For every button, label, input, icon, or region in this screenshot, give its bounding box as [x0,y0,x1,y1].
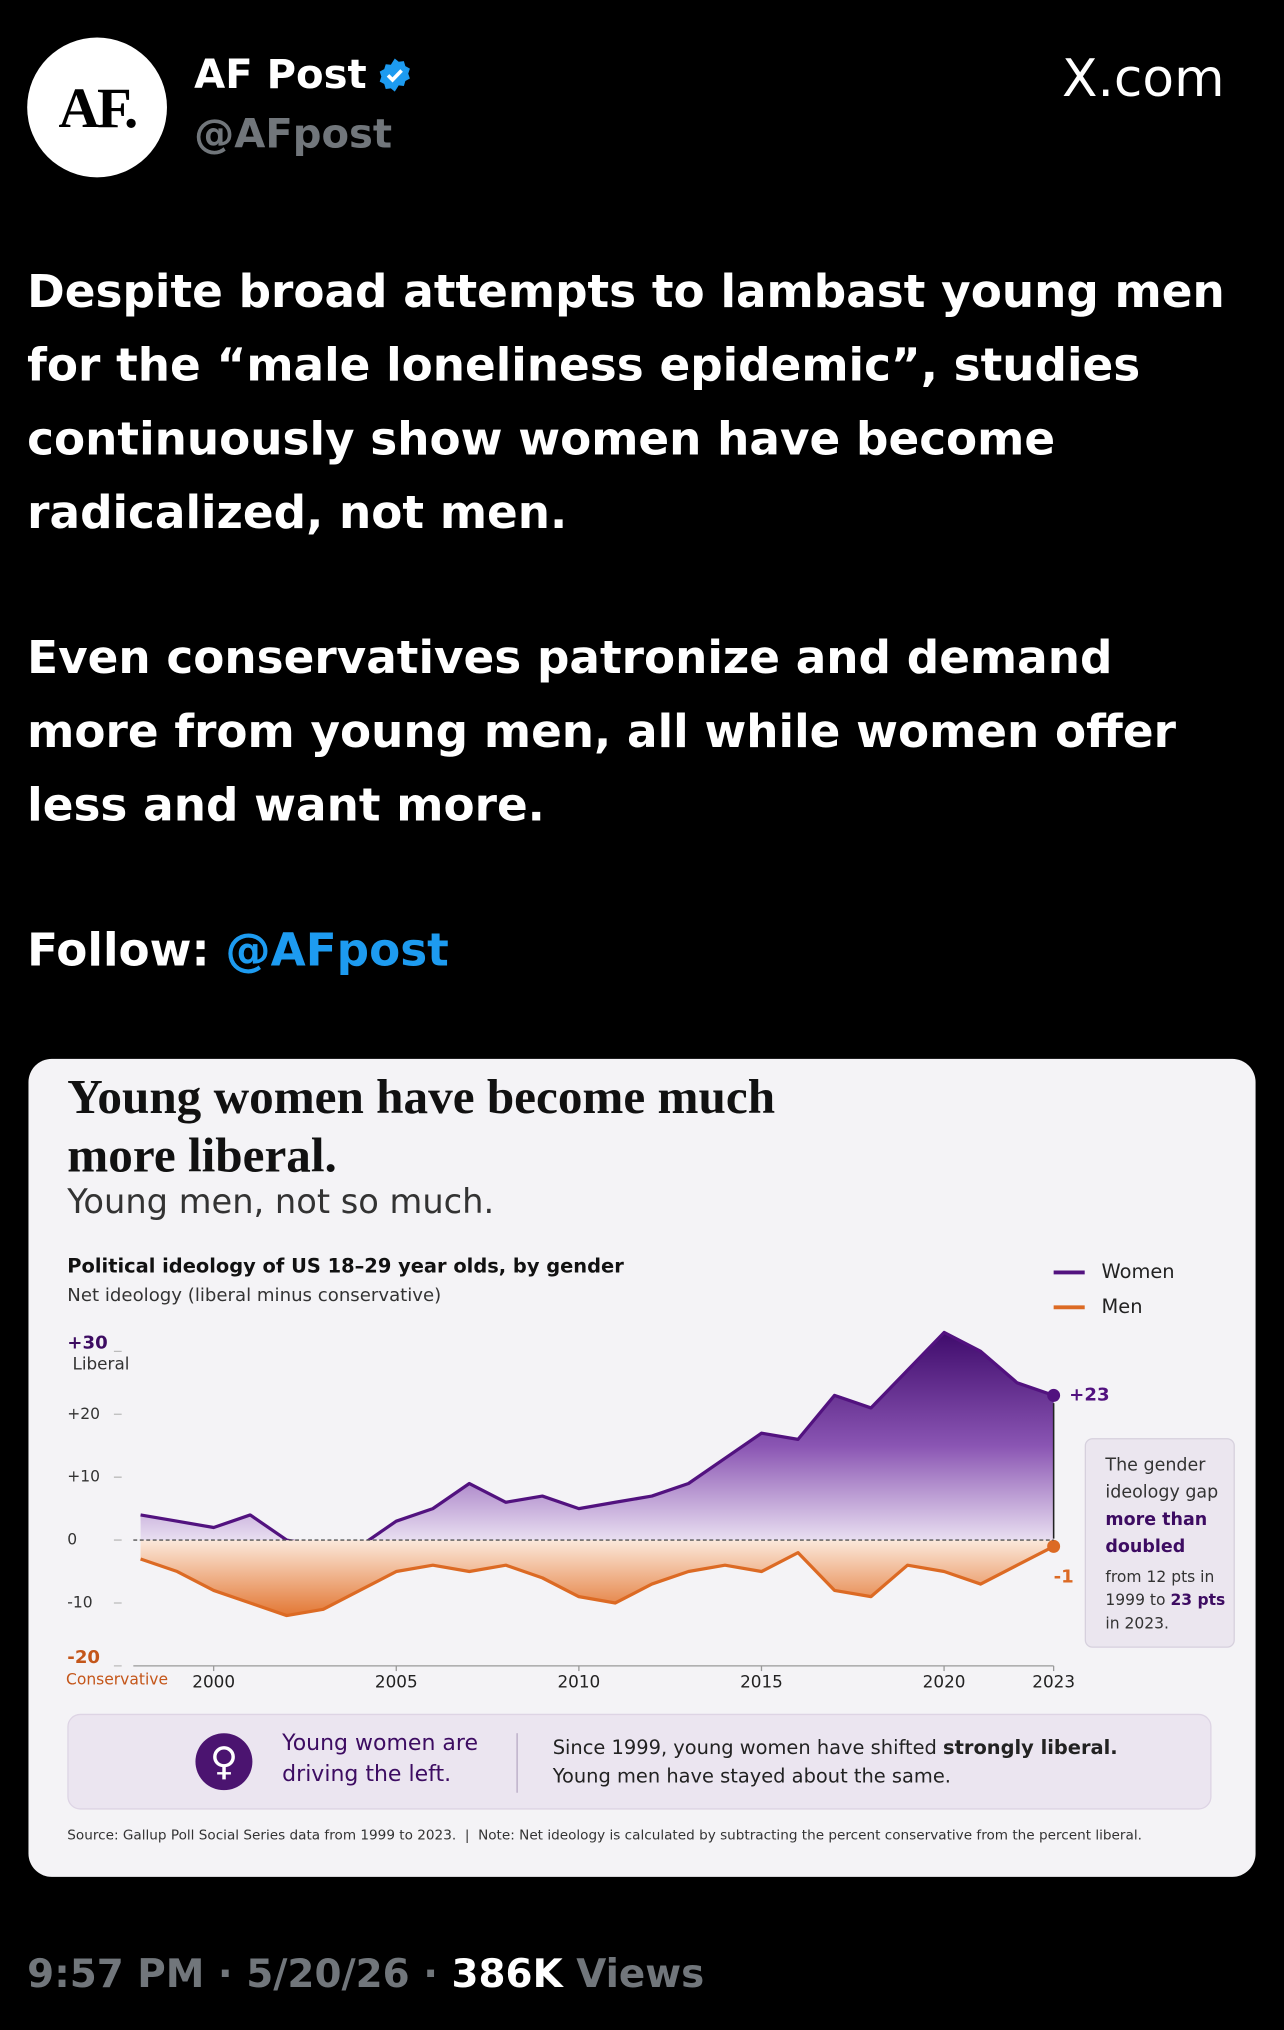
end-point [1047,1539,1061,1553]
axis-description: Net ideology (liberal minus conservative… [67,1285,442,1307]
time[interactable]: 9:57 PM [27,1951,205,1998]
handle[interactable]: @AFpost [194,111,393,158]
x-tick-label: 2023 [1032,1672,1075,1692]
legend-label: Women [1102,1260,1175,1283]
series-area [140,1540,1054,1616]
views-label: Views [576,1951,705,1998]
banner-text-rest: Young men have stayed about the same. [552,1764,951,1788]
end-point [1047,1388,1061,1402]
name-text[interactable]: AF Post [194,51,367,99]
chart-subtitle: Young men, not so much. [67,1183,495,1222]
separator: · [423,1951,438,1998]
female-icon: ♀ [195,1733,253,1791]
x-tick-label: 2000 [192,1672,235,1692]
x-tick-label: 2020 [923,1672,966,1692]
series-line [140,1544,1055,1618]
y-tick-label: +20 [67,1405,100,1423]
banner-text-bold: strongly liberal. [943,1735,1118,1760]
source: Source: Gallup Poll Social Series data f… [67,1827,457,1844]
chart: +30 +20 +10 0 -10 -20 Liberal Conservative 2000 2… [66,1260,1175,1692]
banner-text: Since 1999, young women have shifted str… [553,1733,1123,1790]
x-tick-label: 2010 [557,1672,600,1692]
series-area [140,1332,1054,1547]
x-tick-label: 2015 [740,1672,783,1692]
callout-bold: 23 pts [1170,1590,1226,1609]
banner-headline: Young women are driving the left. [282,1730,478,1788]
banner-text-plain: Since 1999, young women have shifted [552,1735,937,1760]
y-tick-label: +30 [67,1333,107,1354]
divider [516,1733,518,1793]
post-meta: 9:57 PM · 5/20/26 · 386K Views [27,1952,704,1997]
note: Note: Net ideology is calculated by subt… [478,1827,1142,1844]
display-name[interactable]: AF Post [194,51,413,99]
follow-line: Follow: @AFpost [27,915,1257,989]
callout-emphasis: more than doubled [1105,1509,1208,1558]
callout-text: from 12 pts in 1999 to [1105,1567,1215,1609]
views-count: 386K [451,1951,563,1998]
end-label: -1 [1054,1566,1074,1587]
legend-label: Men [1102,1295,1143,1318]
y-tick-label: +10 [67,1468,100,1486]
verified-badge [380,58,411,92]
follow-label: Follow: [27,925,210,978]
follow-handle[interactable]: @AFpost [225,925,449,978]
source-line: Source: Gallup Poll Social Series data f… [67,1828,1142,1844]
post-text: Even conservatives patronize and demand … [27,632,1176,833]
y-tick-label: 0 [67,1531,77,1549]
date[interactable]: 5/20/26 [246,1951,410,1998]
post-text: Despite broad attempts to lambast young … [27,266,1225,540]
chart-label: Political ideology of US 18–29 year olds… [67,1254,624,1278]
chart-card[interactable]: +30 +20 +10 0 -10 -20 Liberal Conservative 2000 2… [28,1058,1256,1877]
site-label: X.com [1061,49,1225,109]
callout: The gender ideology gap more than doubled… [1084,1438,1235,1648]
callout-text: The gender ideology gap [1105,1454,1219,1503]
y-axis-bottom-label: Conservative [66,1671,168,1689]
separator: | [464,1827,470,1844]
separator: · [217,1951,233,1998]
banner: ♀ Young women are driving the left. Sinc… [67,1713,1212,1810]
y-tick-label: -10 [67,1593,92,1611]
avatar[interactable]: AF. [27,37,167,178]
x-tick-label: 2005 [375,1672,418,1692]
callout-text: in 2023. [1105,1614,1169,1633]
end-label: +23 [1069,1384,1109,1405]
y-tick-label: -20 [67,1647,100,1668]
chart-title: Young women have become much more libera… [67,1070,776,1184]
y-axis-top-label: Liberal [72,1353,129,1373]
